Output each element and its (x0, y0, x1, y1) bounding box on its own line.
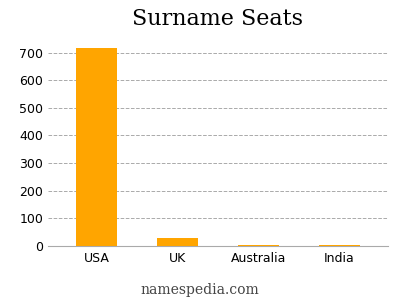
Bar (76, 48, 117, 246)
Bar (238, 244, 279, 246)
Bar (157, 238, 198, 246)
Title: Surname Seats: Surname Seats (132, 8, 304, 30)
Text: namespedia.com: namespedia.com (141, 283, 259, 297)
Bar (319, 244, 360, 246)
